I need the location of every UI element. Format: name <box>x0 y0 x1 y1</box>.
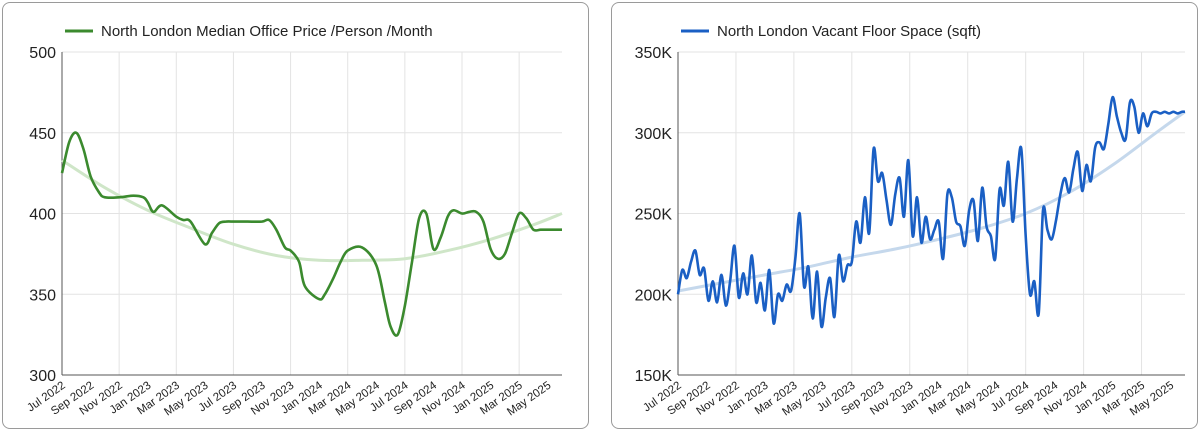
legend-label: North London Vacant Floor Space (sqft) <box>717 23 981 40</box>
trend-line <box>677 110 1186 293</box>
y-tick-label: 300K <box>635 126 673 143</box>
chart-panel-median-price: 300 350 400 450 500 Jul 2022 Sep 2022 Nov 2022 J… <box>2 2 589 429</box>
y-tick-label: 500 <box>29 45 56 62</box>
y-tick-label: 200K <box>635 287 673 304</box>
series-line <box>676 95 1186 329</box>
y-tick-label: 450 <box>29 126 56 143</box>
y-tick-label: 350K <box>635 45 673 62</box>
series-line <box>60 131 562 337</box>
legend-label: North London Median Office Price /Person… <box>101 23 433 40</box>
y-tick-label: 350 <box>29 287 56 304</box>
trend-line <box>61 158 563 263</box>
y-tick-label: 400 <box>29 207 56 224</box>
y-tick-label: 250K <box>635 207 673 224</box>
y-tick-label: 150K <box>635 368 673 385</box>
chart-panel-vacant-floor-space: 150K 200K 250K 300K 350K Jul 2022 Sep 2022 Nov … <box>611 2 1198 429</box>
y-tick-label: 300 <box>29 368 56 385</box>
